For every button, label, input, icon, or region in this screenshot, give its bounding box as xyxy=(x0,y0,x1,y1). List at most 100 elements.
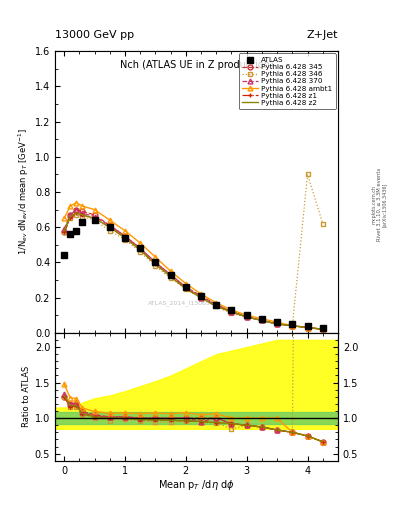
Line: Pythia 6.428 z1: Pythia 6.428 z1 xyxy=(62,211,325,332)
Pythia 6.428 z2 xyxy=(153,261,158,267)
Pythia 6.428 z1 xyxy=(305,325,310,331)
Line: ATLAS: ATLAS xyxy=(61,218,325,330)
Pythia 6.428 z1 xyxy=(123,234,127,241)
Pythia 6.428 370 xyxy=(80,210,85,216)
ATLAS xyxy=(153,259,158,265)
Pythia 6.428 ambt1 xyxy=(92,206,97,212)
Pythia 6.428 345 xyxy=(123,233,127,239)
Pythia 6.428 370 xyxy=(74,206,79,212)
Pythia 6.428 346 xyxy=(107,228,112,234)
Pythia 6.428 346 xyxy=(184,286,188,292)
ATLAS xyxy=(80,219,85,225)
Pythia 6.428 z2 xyxy=(214,303,219,309)
Pythia 6.428 370 xyxy=(123,233,127,239)
Pythia 6.428 346 xyxy=(229,310,234,316)
Pythia 6.428 345 xyxy=(244,314,249,320)
Pythia 6.428 ambt1 xyxy=(259,315,264,322)
Pythia 6.428 ambt1 xyxy=(123,228,127,234)
Pythia 6.428 346 xyxy=(138,249,143,255)
Pythia 6.428 370 xyxy=(305,325,310,331)
ATLAS xyxy=(305,323,310,329)
Pythia 6.428 z1 xyxy=(275,321,279,327)
Pythia 6.428 ambt1 xyxy=(199,291,204,297)
Pythia 6.428 z1 xyxy=(199,294,204,301)
Pythia 6.428 346 xyxy=(92,217,97,223)
Pythia 6.428 z1 xyxy=(214,303,219,309)
Line: Pythia 6.428 z2: Pythia 6.428 z2 xyxy=(64,213,323,329)
Pythia 6.428 346 xyxy=(290,323,295,329)
Pythia 6.428 z2 xyxy=(244,314,249,320)
Pythia 6.428 ambt1 xyxy=(74,200,79,206)
Text: [arXiv:1306.3436]: [arXiv:1306.3436] xyxy=(382,183,387,227)
Pythia 6.428 z2 xyxy=(290,323,295,329)
Pythia 6.428 346 xyxy=(199,294,204,301)
Pythia 6.428 z1 xyxy=(74,210,79,216)
Pythia 6.428 z1 xyxy=(68,216,73,222)
Pythia 6.428 345 xyxy=(305,325,310,331)
Pythia 6.428 345 xyxy=(68,212,73,218)
Pythia 6.428 ambt1 xyxy=(80,203,85,209)
Pythia 6.428 370 xyxy=(320,326,325,332)
Legend: ATLAS, Pythia 6.428 345, Pythia 6.428 346, Pythia 6.428 370, Pythia 6.428 ambt1,: ATLAS, Pythia 6.428 345, Pythia 6.428 34… xyxy=(239,53,336,110)
Pythia 6.428 346 xyxy=(244,314,249,320)
Line: Pythia 6.428 345: Pythia 6.428 345 xyxy=(62,207,325,332)
Pythia 6.428 345 xyxy=(199,293,204,299)
Pythia 6.428 z1 xyxy=(107,224,112,230)
Text: Nch (ATLAS UE in Z production): Nch (ATLAS UE in Z production) xyxy=(119,60,274,70)
Line: Pythia 6.428 ambt1: Pythia 6.428 ambt1 xyxy=(62,200,325,332)
Pythia 6.428 z2 xyxy=(320,326,325,332)
Pythia 6.428 345 xyxy=(74,206,79,212)
Pythia 6.428 370 xyxy=(244,314,249,320)
Pythia 6.428 346 xyxy=(275,321,279,327)
Pythia 6.428 345 xyxy=(92,212,97,218)
Pythia 6.428 z1 xyxy=(153,261,158,267)
Pythia 6.428 370 xyxy=(168,272,173,278)
Text: 13000 GeV pp: 13000 GeV pp xyxy=(55,30,134,40)
Text: ATLAS_2014_I1306531: ATLAS_2014_I1306531 xyxy=(149,301,219,306)
Pythia 6.428 z1 xyxy=(244,314,249,320)
ATLAS xyxy=(123,234,127,241)
Pythia 6.428 346 xyxy=(305,172,310,178)
Pythia 6.428 345 xyxy=(214,302,219,308)
Pythia 6.428 z1 xyxy=(168,273,173,280)
Pythia 6.428 ambt1 xyxy=(68,203,73,209)
ATLAS xyxy=(62,252,66,259)
Line: Pythia 6.428 346: Pythia 6.428 346 xyxy=(62,172,325,328)
Pythia 6.428 z2 xyxy=(184,286,188,292)
ATLAS xyxy=(214,302,219,308)
Pythia 6.428 ambt1 xyxy=(62,216,66,222)
Pythia 6.428 z2 xyxy=(107,224,112,230)
Pythia 6.428 z2 xyxy=(168,273,173,280)
Text: Rivet 3.1.10, ≥ 3.3M events: Rivet 3.1.10, ≥ 3.3M events xyxy=(377,168,382,242)
Pythia 6.428 ambt1 xyxy=(290,323,295,329)
Pythia 6.428 z2 xyxy=(259,317,264,324)
Pythia 6.428 z2 xyxy=(80,212,85,218)
Pythia 6.428 345 xyxy=(153,259,158,265)
Pythia 6.428 370 xyxy=(214,302,219,308)
Pythia 6.428 346 xyxy=(259,317,264,324)
Pythia 6.428 z1 xyxy=(320,326,325,332)
Pythia 6.428 345 xyxy=(168,272,173,278)
Pythia 6.428 ambt1 xyxy=(138,240,143,246)
Pythia 6.428 ambt1 xyxy=(214,300,219,306)
Pythia 6.428 z2 xyxy=(92,216,97,222)
Pythia 6.428 370 xyxy=(229,309,234,315)
Pythia 6.428 370 xyxy=(138,245,143,251)
Pythia 6.428 346 xyxy=(74,212,79,218)
Line: Pythia 6.428 370: Pythia 6.428 370 xyxy=(62,207,325,332)
Text: Z+Jet: Z+Jet xyxy=(307,30,338,40)
Pythia 6.428 345 xyxy=(80,208,85,215)
X-axis label: Mean p$_T$ /d$\eta$ d$\phi$: Mean p$_T$ /d$\eta$ d$\phi$ xyxy=(158,478,235,493)
Pythia 6.428 345 xyxy=(62,229,66,236)
Pythia 6.428 345 xyxy=(107,222,112,228)
Pythia 6.428 z1 xyxy=(92,216,97,222)
Pythia 6.428 346 xyxy=(214,303,219,309)
Pythia 6.428 346 xyxy=(168,275,173,281)
Pythia 6.428 z2 xyxy=(305,325,310,331)
Pythia 6.428 370 xyxy=(199,294,204,301)
ATLAS xyxy=(74,228,79,234)
ATLAS xyxy=(92,217,97,223)
ATLAS xyxy=(229,307,234,313)
Pythia 6.428 370 xyxy=(62,226,66,232)
Pythia 6.428 z2 xyxy=(138,247,143,253)
